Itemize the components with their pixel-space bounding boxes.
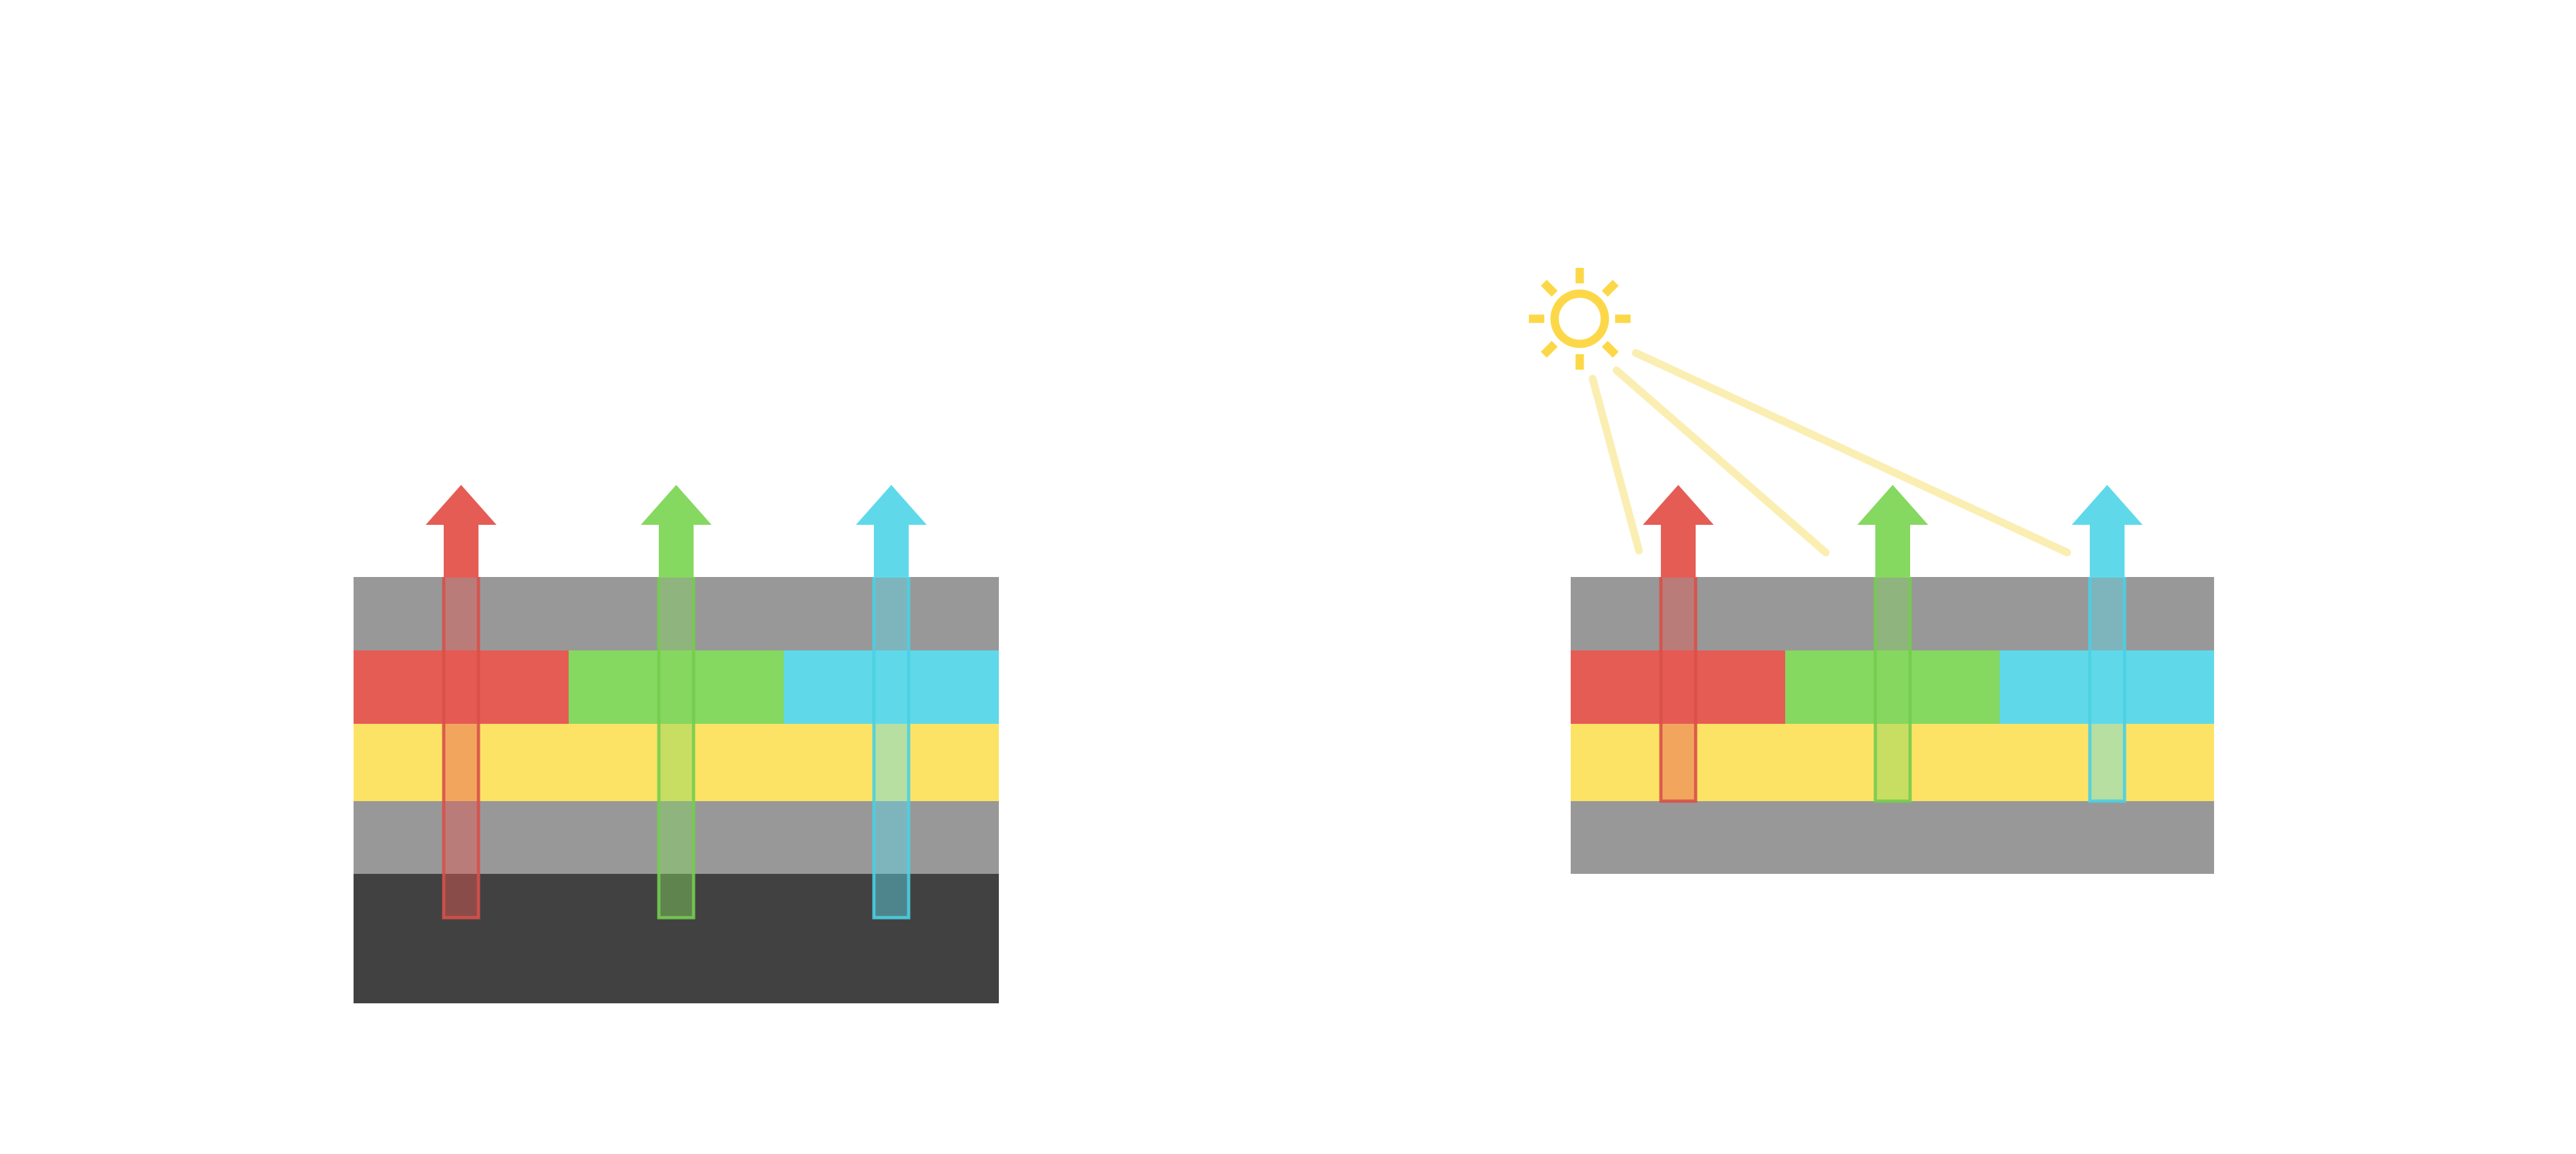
- arrow-column: [1661, 577, 1696, 801]
- emissive-stack-subpixel-blue: [784, 650, 999, 724]
- arrow-column: [2090, 577, 2125, 801]
- arrow-head: [856, 485, 927, 578]
- emissive-stack-arrow-blue: [856, 485, 927, 920]
- emissive-stack-lower-gray-layer: [354, 801, 999, 874]
- sun-icon: [1529, 268, 1631, 370]
- emissive-stack-subpixel-red: [354, 650, 569, 724]
- emissive-stack-subpixel-green: [569, 650, 784, 724]
- reflective-stack-top-gray-layer: [1571, 577, 2214, 650]
- emissive-stack-arrow-green: [641, 485, 712, 920]
- arrow-column-border: [2088, 577, 2126, 803]
- reflective-stack-subpixel-green: [1785, 650, 2000, 724]
- emissive-stack-arrow-red: [426, 485, 497, 920]
- sun-spoke: [1540, 279, 1558, 297]
- sun-beam-3: [1632, 349, 2071, 556]
- reflective-stack-subpixel-blue: [2000, 650, 2214, 724]
- arrow-head: [1643, 485, 1714, 578]
- arrow-head: [2072, 485, 2143, 578]
- reflective-stack: [1529, 268, 2214, 874]
- arrow-column: [444, 577, 478, 918]
- arrow-head: [426, 485, 497, 578]
- emissive-stack-yellow-layer: [354, 724, 999, 801]
- emissive-stack-top-gray-layer: [354, 577, 999, 650]
- emissive-stack: [354, 485, 999, 1003]
- reflective-stack-arrow-blue: [2072, 485, 2143, 803]
- reflective-stack-lower-gray-layer: [1571, 801, 2214, 874]
- arrow-column-border: [442, 577, 480, 920]
- arrow-column: [1875, 577, 1910, 801]
- reflective-stack-arrow-green: [1857, 485, 1928, 803]
- sun-beam-2: [1613, 366, 1830, 556]
- sun-beam-1: [1589, 375, 1643, 554]
- arrow-column: [659, 577, 694, 918]
- arrow-column-border: [872, 577, 911, 920]
- arrow-head: [1857, 485, 1928, 578]
- emissive-stack-dark-substrate-layer: [354, 874, 999, 1003]
- reflective-stack-arrow-red: [1643, 485, 1714, 803]
- arrow-column: [874, 577, 909, 918]
- sun-spoke: [1602, 279, 1619, 297]
- reflective-stack-yellow-layer: [1571, 724, 2214, 801]
- arrow-column-border: [1873, 577, 1912, 803]
- arrow-column-border: [657, 577, 696, 920]
- arrow-column-border: [1659, 577, 1698, 803]
- sun-core: [1550, 289, 1609, 348]
- arrow-head: [641, 485, 712, 578]
- sun-spoke: [1540, 341, 1558, 358]
- reflective-stack-subpixel-red: [1571, 650, 1785, 724]
- sun-spoke: [1602, 341, 1619, 358]
